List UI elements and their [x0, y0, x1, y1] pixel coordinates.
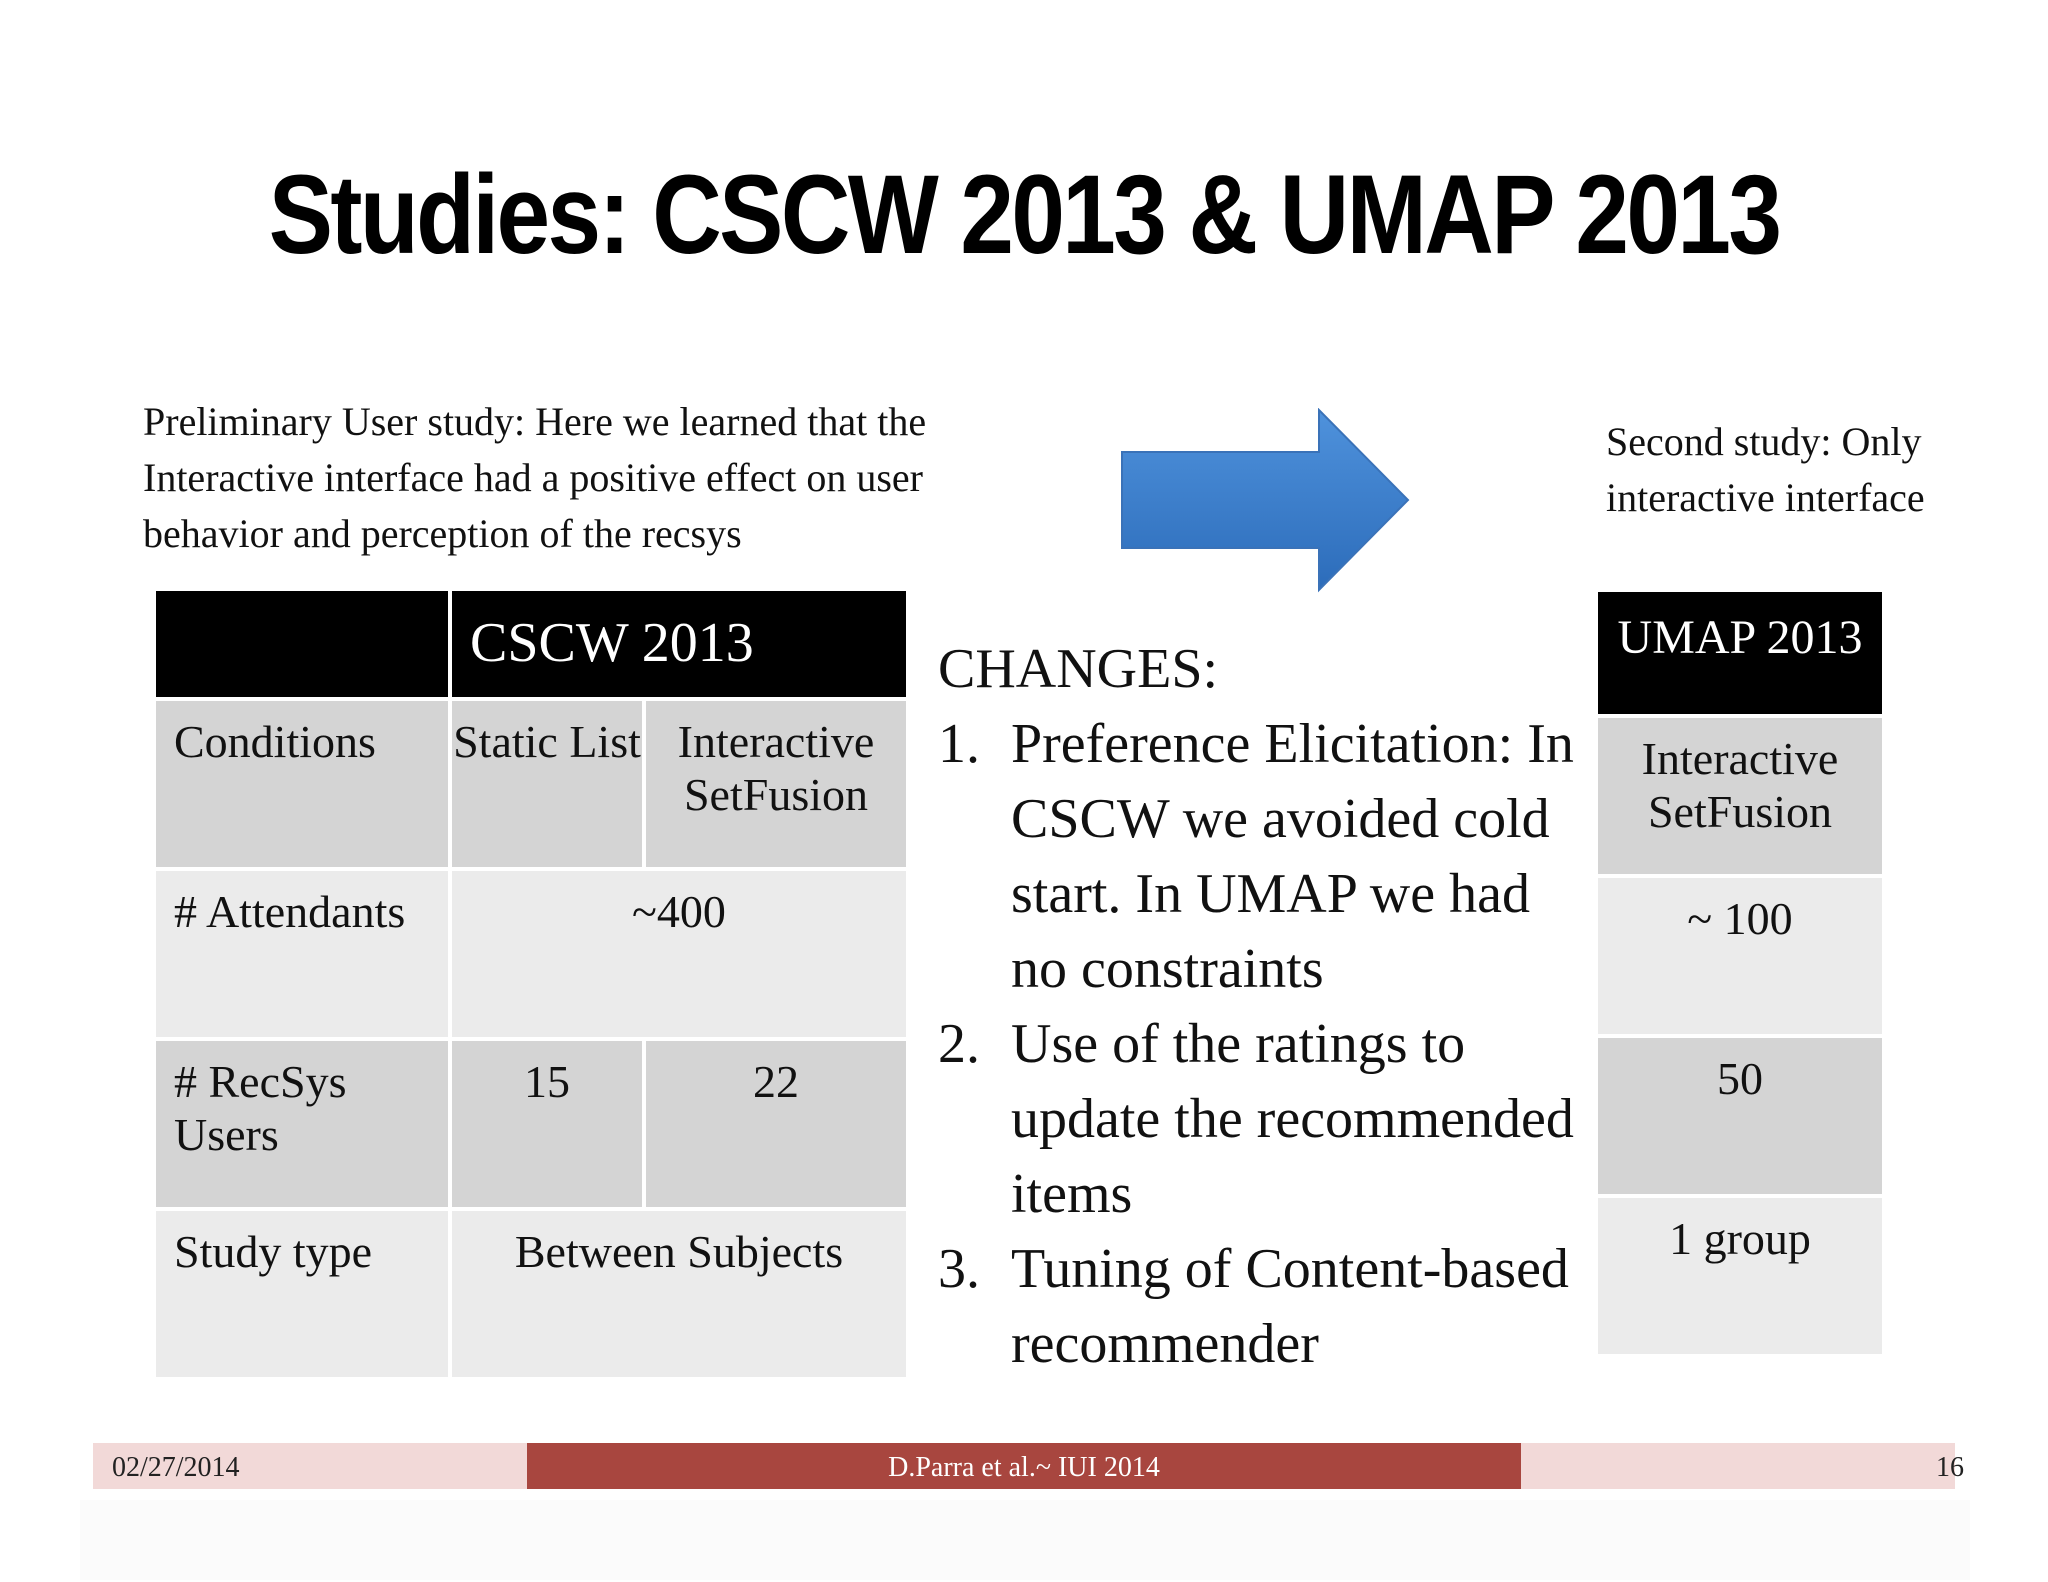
footer-date: 02/27/2014: [112, 1452, 240, 1483]
list-item: 2. Use of the ratings to update the reco…: [938, 1007, 1578, 1232]
list-item-number: 3.: [938, 1238, 980, 1300]
umap-attendants-value: ~ 100: [1598, 878, 1882, 1034]
list-item-text: Tuning of Content-based recommender: [1011, 1238, 1569, 1375]
intro-preliminary-study: Preliminary User study: Here we learned …: [143, 399, 927, 556]
cscw-header: CSCW 2013: [452, 591, 906, 697]
lower-margin: [80, 1500, 1970, 1580]
changes-list: 1. Preference Elicitation: In CSCW we av…: [938, 707, 1578, 1382]
cscw-recsys-static: 15: [452, 1041, 642, 1207]
list-item-number: 2.: [938, 1013, 980, 1075]
cscw-table: CSCW 2013 Conditions Static List Interac…: [152, 587, 910, 1381]
changes-section: CHANGES: 1. Preference Elicitation: In C…: [938, 632, 1578, 1382]
cscw-header-blank: [156, 591, 448, 697]
row-label-conditions: Conditions: [156, 701, 448, 867]
umap-study-type-value: 1 group: [1598, 1198, 1882, 1354]
list-item-text: Use of the ratings to update the recomme…: [1011, 1013, 1574, 1225]
row-label-recsys-users: # RecSys Users: [156, 1041, 448, 1207]
footer-author: D.Parra et al.~ IUI 2014: [888, 1452, 1160, 1483]
footer-center-band: [527, 1443, 1521, 1489]
umap-table: UMAP 2013 Interactive SetFusion ~ 100 50…: [1594, 588, 1886, 1358]
slide-title: Studies: CSCW 2013 & UMAP 2013: [268, 152, 1782, 277]
changes-heading: CHANGES:: [938, 638, 1219, 700]
list-item-text: Preference Elicitation: In CSCW we avoid…: [1011, 713, 1574, 1000]
right-arrow-icon: [1121, 408, 1410, 593]
umap-conditions-value: Interactive SetFusion: [1598, 718, 1882, 874]
cscw-recsys-interactive: 22: [646, 1041, 906, 1207]
list-item: 3. Tuning of Content-based recommender: [938, 1232, 1578, 1382]
cscw-study-type-value: Between Subjects: [452, 1211, 906, 1377]
slide-number: 16: [1936, 1452, 1964, 1483]
cscw-condition-interactive: Interactive SetFusion: [646, 701, 906, 867]
cscw-condition-static: Static List: [452, 701, 642, 867]
list-item: 1. Preference Elicitation: In CSCW we av…: [938, 707, 1578, 1007]
cscw-attendants-value: ~400: [452, 871, 906, 1037]
row-label-study-type: Study type: [156, 1211, 448, 1377]
umap-recsys-value: 50: [1598, 1038, 1882, 1194]
list-item-number: 1.: [938, 713, 980, 775]
umap-header: UMAP 2013: [1598, 592, 1882, 714]
intro-second-study: Second study: Only interactive interface: [1606, 419, 1925, 520]
row-label-attendants: # Attendants: [156, 871, 448, 1037]
